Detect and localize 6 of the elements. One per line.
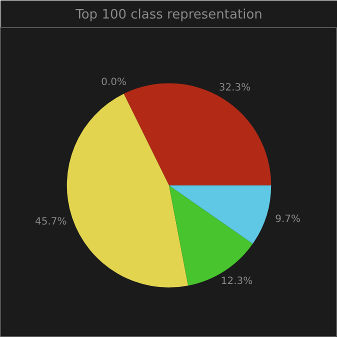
chart-title: Top 100 class representation: [74, 8, 262, 22]
data-label: 32.3%: [218, 82, 251, 94]
text: 0.0%: [101, 77, 127, 88]
data-label: 12.3%: [220, 276, 253, 287]
data-label: 9.7%: [275, 214, 301, 226]
data-label: 45.7%: [34, 216, 67, 228]
